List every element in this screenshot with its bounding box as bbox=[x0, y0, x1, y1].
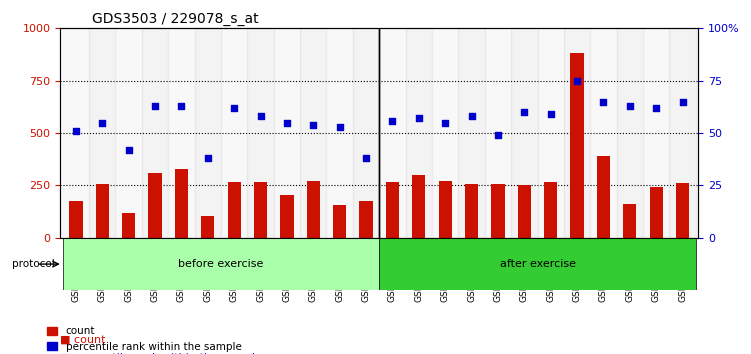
Bar bbox=[597, 156, 610, 238]
Bar bbox=[221, 28, 247, 238]
Point bbox=[176, 103, 188, 109]
Bar bbox=[538, 28, 564, 238]
Bar bbox=[280, 195, 294, 238]
Bar bbox=[300, 28, 327, 238]
Point bbox=[70, 128, 82, 134]
Bar bbox=[122, 213, 135, 238]
Bar bbox=[491, 184, 505, 238]
Point bbox=[439, 120, 451, 125]
Bar bbox=[439, 181, 452, 238]
Legend: count, percentile rank within the sample: count, percentile rank within the sample bbox=[43, 322, 246, 354]
Bar bbox=[643, 28, 669, 238]
Bar bbox=[484, 28, 511, 238]
Bar bbox=[168, 28, 195, 238]
Point bbox=[466, 114, 478, 119]
Bar bbox=[353, 28, 379, 238]
Point bbox=[122, 147, 134, 153]
Bar bbox=[247, 28, 274, 238]
Bar bbox=[617, 28, 643, 238]
Bar bbox=[458, 28, 484, 238]
Point bbox=[677, 99, 689, 104]
Bar bbox=[63, 28, 89, 238]
Bar bbox=[201, 216, 214, 238]
Text: protocol: protocol bbox=[12, 259, 55, 269]
Bar bbox=[623, 204, 636, 238]
Bar bbox=[142, 28, 168, 238]
Point bbox=[387, 118, 399, 123]
Bar bbox=[175, 169, 188, 238]
Point bbox=[518, 109, 530, 115]
Point bbox=[96, 120, 108, 125]
Bar bbox=[69, 201, 83, 238]
Point bbox=[413, 116, 425, 121]
Bar bbox=[228, 182, 241, 238]
Bar bbox=[511, 28, 538, 238]
Point bbox=[650, 105, 662, 111]
Bar bbox=[571, 53, 584, 238]
Bar bbox=[544, 182, 557, 238]
Bar bbox=[412, 175, 425, 238]
Point bbox=[281, 120, 293, 125]
Bar bbox=[116, 28, 142, 238]
Bar bbox=[379, 28, 406, 238]
Bar bbox=[195, 28, 221, 238]
Point bbox=[360, 155, 372, 161]
Bar bbox=[386, 182, 399, 238]
Text: ■ count: ■ count bbox=[60, 335, 106, 345]
Text: after exercise: after exercise bbox=[499, 259, 575, 269]
Point bbox=[492, 132, 504, 138]
Bar bbox=[590, 28, 617, 238]
Bar bbox=[650, 187, 663, 238]
Bar bbox=[564, 28, 590, 238]
Point bbox=[202, 155, 214, 161]
Point bbox=[307, 122, 319, 127]
Bar bbox=[89, 28, 116, 238]
Bar bbox=[333, 205, 346, 238]
Point bbox=[571, 78, 583, 84]
Bar bbox=[676, 183, 689, 238]
Bar bbox=[406, 28, 432, 238]
FancyBboxPatch shape bbox=[63, 238, 379, 290]
Text: GDS3503 / 229078_s_at: GDS3503 / 229078_s_at bbox=[92, 12, 258, 26]
Bar bbox=[517, 185, 531, 238]
Bar bbox=[149, 173, 161, 238]
Point bbox=[544, 112, 556, 117]
Bar bbox=[95, 184, 109, 238]
Bar bbox=[360, 201, 372, 238]
Bar bbox=[669, 28, 695, 238]
Bar bbox=[254, 182, 267, 238]
Bar bbox=[327, 28, 353, 238]
Bar bbox=[306, 181, 320, 238]
Bar bbox=[274, 28, 300, 238]
Point bbox=[255, 114, 267, 119]
Text: before exercise: before exercise bbox=[178, 259, 264, 269]
Point bbox=[149, 103, 161, 109]
Point bbox=[624, 103, 636, 109]
Point bbox=[228, 105, 240, 111]
Point bbox=[333, 124, 345, 130]
Text: ■ percentile rank within the sample: ■ percentile rank within the sample bbox=[60, 353, 262, 354]
Bar bbox=[465, 184, 478, 238]
Bar bbox=[432, 28, 458, 238]
Point bbox=[598, 99, 610, 104]
FancyBboxPatch shape bbox=[379, 238, 695, 290]
